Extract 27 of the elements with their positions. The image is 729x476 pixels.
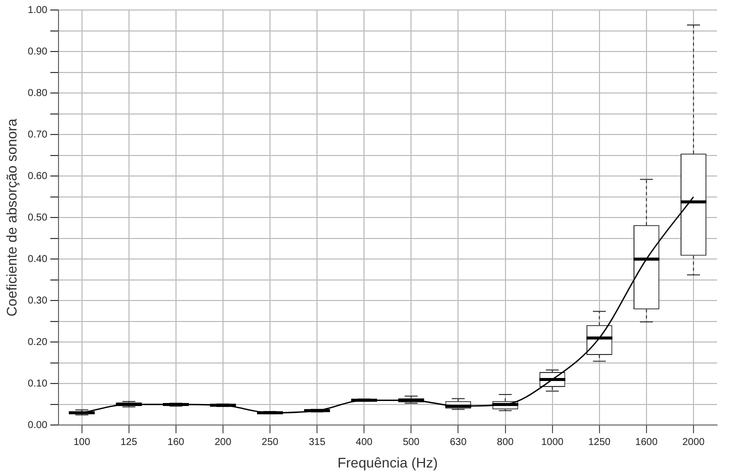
x-tick-label: 400 xyxy=(356,436,373,448)
x-tick-label: 100 xyxy=(73,436,91,448)
x-tick-label: 200 xyxy=(214,436,232,448)
x-tick-label: 315 xyxy=(308,436,326,448)
x-tick-label: 125 xyxy=(120,436,138,448)
y-tick-label: 0.80 xyxy=(28,88,48,99)
x-tick-label: 630 xyxy=(450,436,467,448)
x-tick-label: 800 xyxy=(496,436,514,448)
x-tick-label: 1000 xyxy=(541,436,564,448)
x-tick-label: 500 xyxy=(402,436,420,448)
y-tick-label: 0.70 xyxy=(28,129,48,140)
y-tick-label: 0.90 xyxy=(28,46,48,58)
x-tick-label: 250 xyxy=(262,436,279,448)
y-tick-label: 1.00 xyxy=(28,4,48,16)
x-tick-label: 2000 xyxy=(682,436,706,448)
x-axis-title: Frequência (Hz) xyxy=(337,454,438,470)
y-tick-label: 0.10 xyxy=(28,378,48,390)
y-tick-label: 0.50 xyxy=(28,212,48,224)
y-axis-title: Coeficiente de absorção sonora xyxy=(3,118,20,316)
x-tick-label: 1250 xyxy=(588,436,611,448)
x-tick-label: 1600 xyxy=(635,436,658,448)
y-tick-label: 0.60 xyxy=(28,170,48,182)
y-tick-label: 0.00 xyxy=(28,420,48,431)
y-tick-label: 0.40 xyxy=(28,254,48,265)
y-tick-label: 0.20 xyxy=(28,336,48,348)
y-tick-label: 0.30 xyxy=(28,295,48,306)
x-tick-label: 160 xyxy=(168,436,185,448)
